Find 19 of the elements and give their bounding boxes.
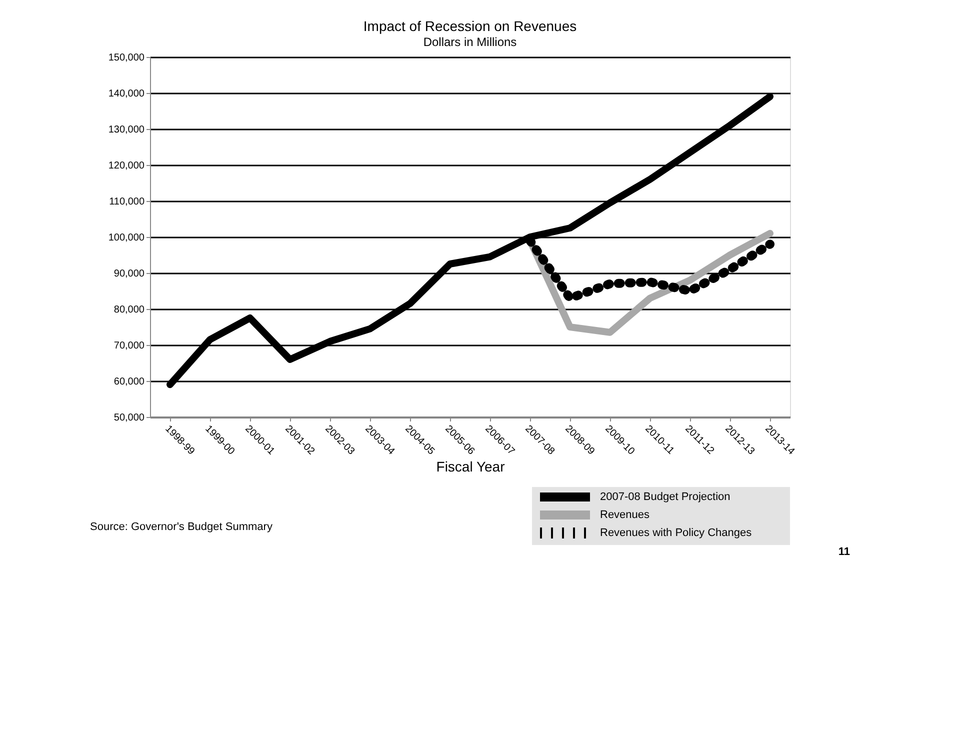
y-tick-label: 50,000 bbox=[114, 412, 145, 424]
chart-title: Impact of Recession on Revenues bbox=[363, 18, 577, 34]
text: 11 bbox=[838, 546, 850, 558]
y-tick-label: 150,000 bbox=[108, 52, 145, 64]
x-axis-title: Fiscal Year bbox=[436, 458, 506, 475]
legend-label: Revenues with Policy Changes bbox=[600, 527, 752, 539]
y-tick-label: 70,000 bbox=[114, 340, 145, 352]
y-tick-label: 80,000 bbox=[114, 304, 145, 316]
y-tick-label: 140,000 bbox=[108, 88, 145, 100]
y-tick-label: 100,000 bbox=[108, 232, 145, 244]
y-tick-label: 110,000 bbox=[109, 196, 145, 208]
source-note: Source: Governor's Budget Summary bbox=[90, 521, 273, 533]
legend-label: 2007-08 Budget Projection bbox=[600, 491, 730, 503]
y-tick-label: 130,000 bbox=[108, 124, 145, 136]
y-tick-label: 90,000 bbox=[114, 268, 145, 280]
legend-label: Revenues bbox=[600, 509, 650, 521]
chart-subtitle: Dollars in Millions bbox=[423, 35, 517, 49]
y-tick-label: 120,000 bbox=[108, 160, 145, 172]
y-tick-label: 60,000 bbox=[114, 376, 145, 388]
